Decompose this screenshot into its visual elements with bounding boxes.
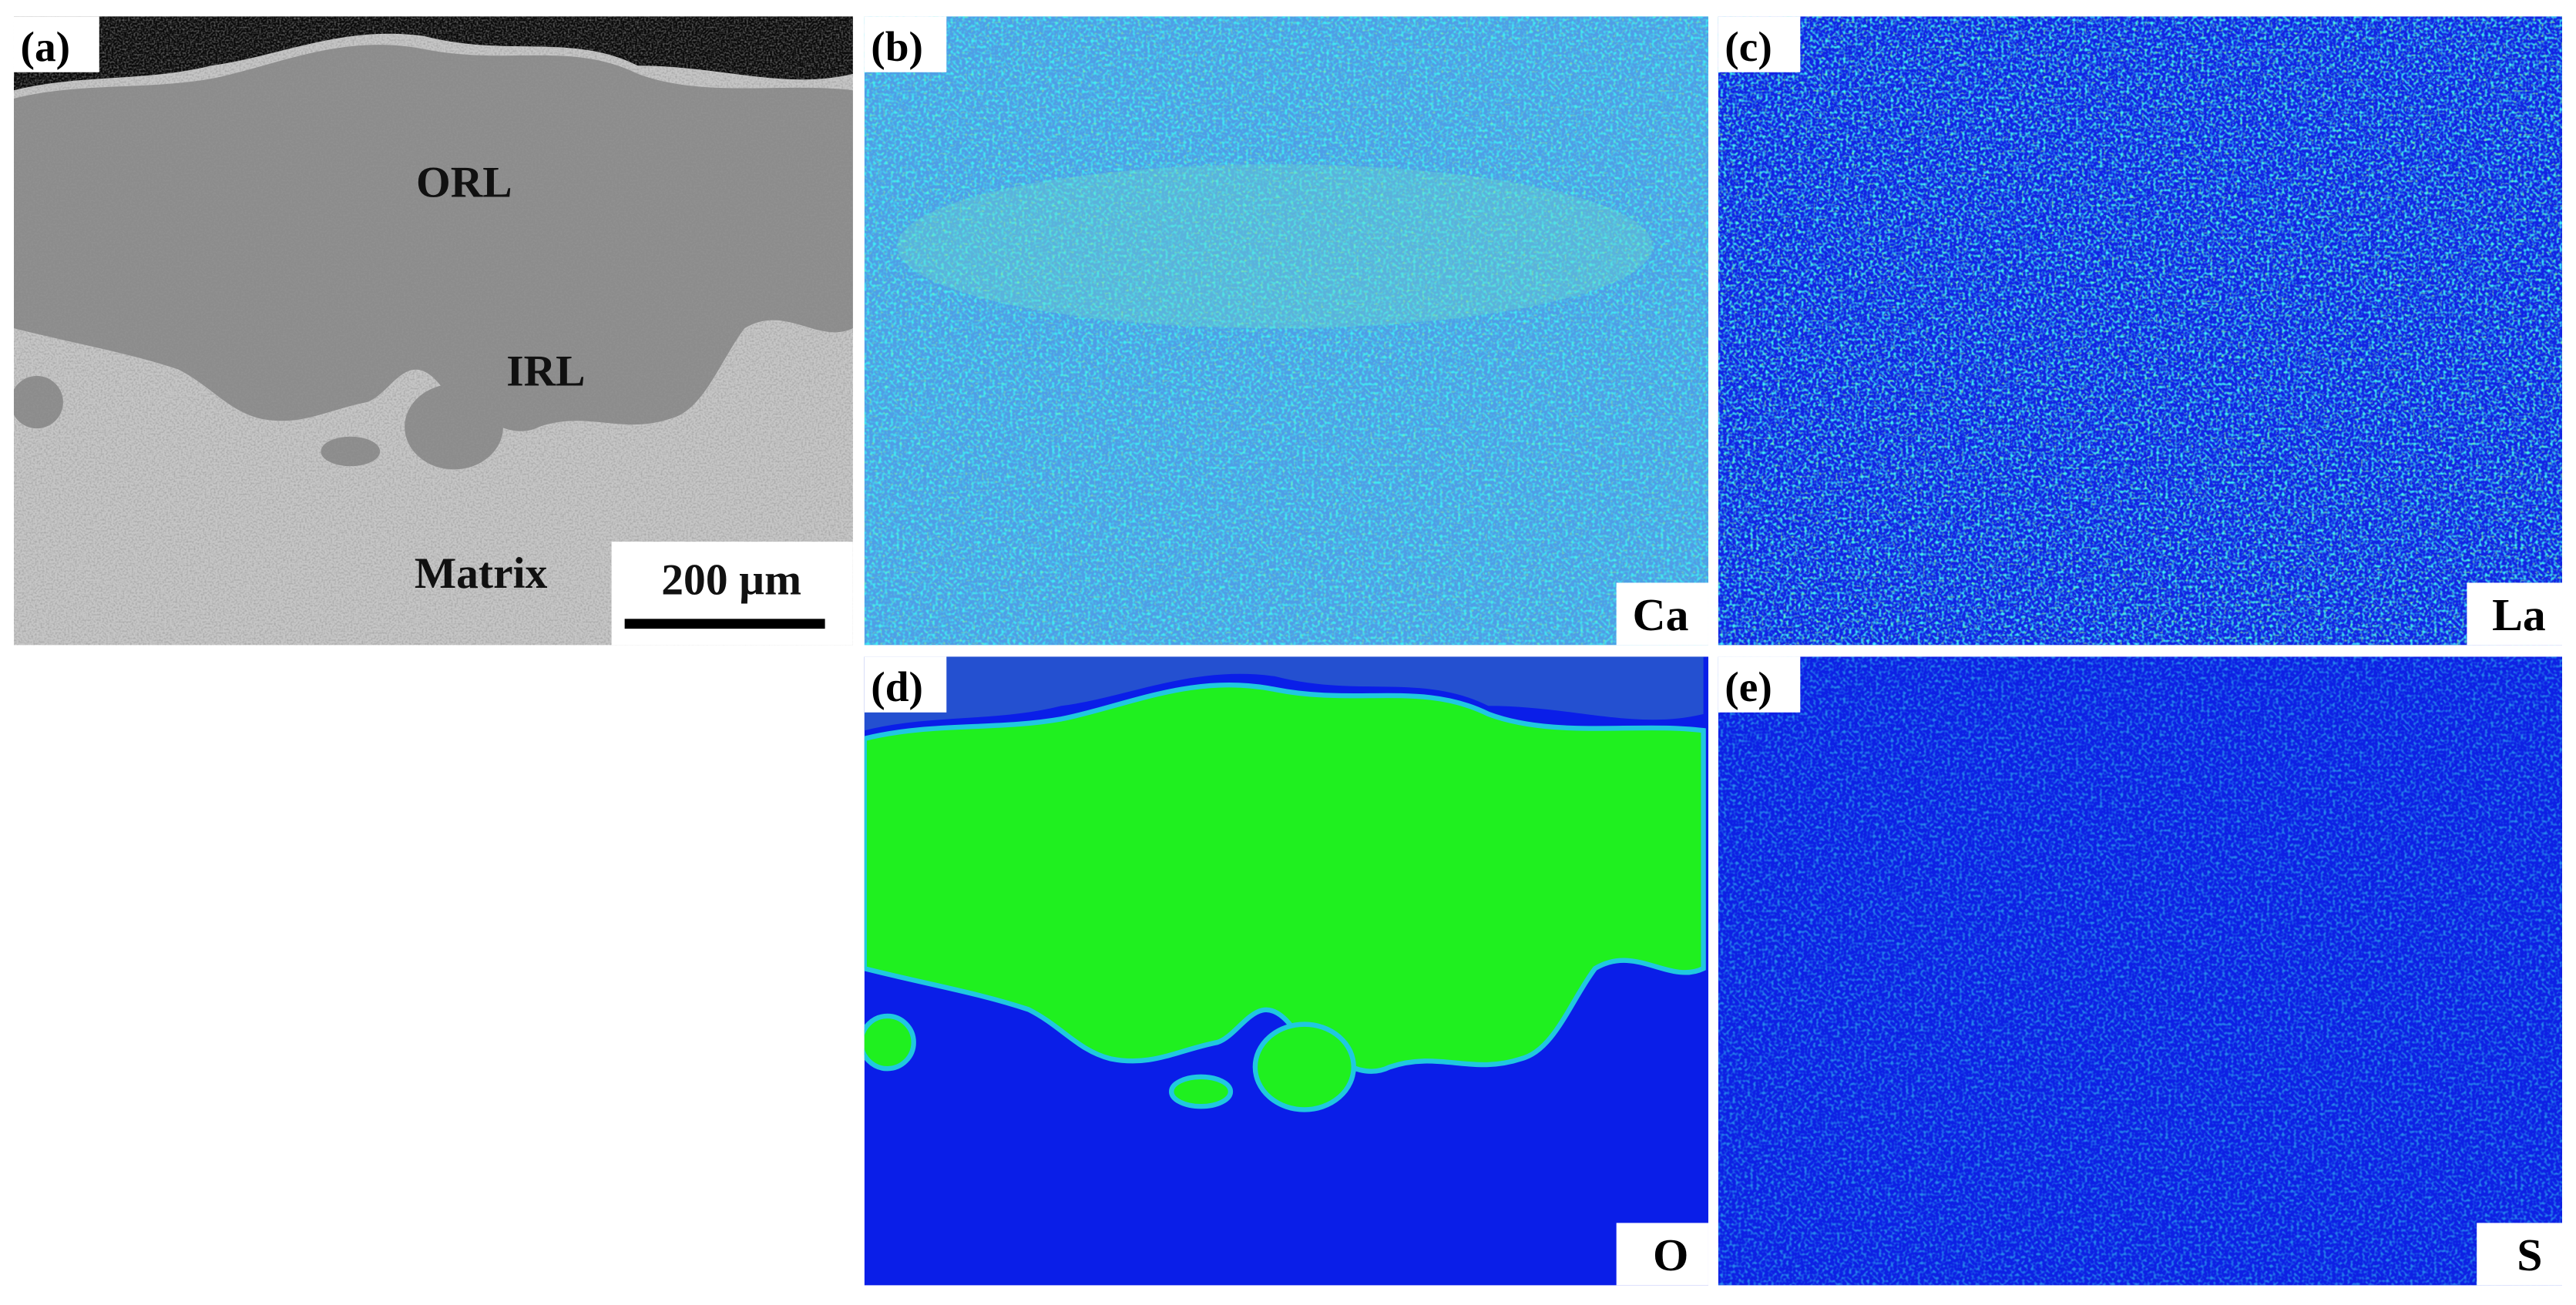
label-box	[1718, 16, 1801, 72]
panel-label: (c)	[1725, 23, 1772, 70]
label-box	[864, 16, 947, 72]
element-box	[1616, 1223, 1708, 1286]
element-box	[1616, 582, 1708, 646]
annotation: IRL	[506, 347, 585, 396]
panel-label: (a)	[21, 23, 71, 70]
speckle	[1718, 656, 2563, 1286]
panel-e: (e) S	[1718, 656, 2563, 1286]
speckle	[864, 16, 1708, 646]
panel-b: (b) Ca	[864, 16, 1708, 646]
panel-label: (d)	[871, 663, 923, 710]
scale-label: 200 µm	[661, 555, 801, 604]
annotation: Matrix	[415, 549, 548, 598]
label-box	[864, 656, 947, 713]
panel-d: (d) O	[864, 656, 1708, 1286]
label-box	[13, 16, 99, 72]
scale-bar	[624, 619, 825, 629]
element-label: Ca	[1632, 589, 1688, 640]
panel-label: (b)	[871, 23, 923, 70]
panel-label: (e)	[1725, 663, 1772, 710]
panel-c: (c) La	[1718, 16, 2563, 646]
annotation: ORL	[416, 159, 512, 207]
element-box	[2467, 582, 2563, 646]
panel-a: (a) ORL IRL Matrix 200 µm	[13, 16, 853, 646]
texture	[13, 16, 853, 646]
label-box	[1718, 656, 1801, 713]
element-label: S	[2517, 1230, 2542, 1280]
element-label: La	[2492, 589, 2546, 640]
element-box	[2477, 1223, 2563, 1286]
speckle	[1718, 16, 2563, 646]
element-label: O	[1653, 1230, 1688, 1280]
